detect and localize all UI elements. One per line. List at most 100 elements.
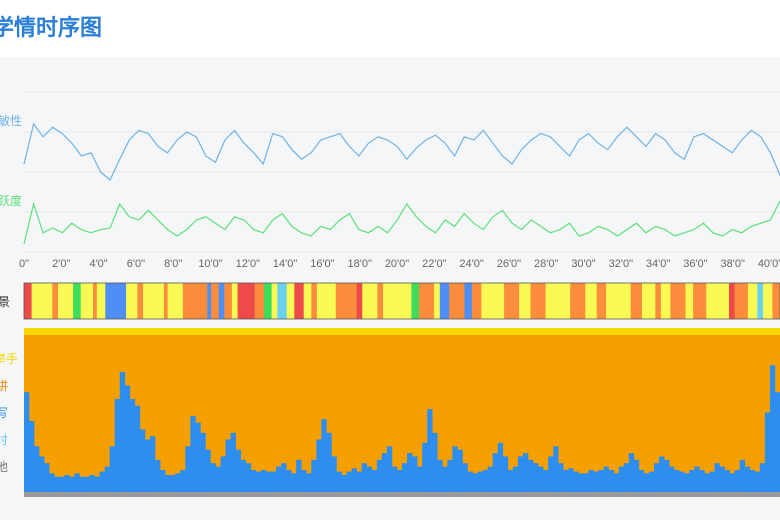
behavior-label-0: 举手 — [0, 352, 18, 366]
area-blue-bar — [89, 475, 95, 497]
behavior-label-1: 讲 — [0, 378, 8, 393]
heat-segment — [377, 283, 384, 319]
area-blue-bar — [220, 456, 226, 497]
heat-segment — [670, 283, 686, 319]
heat-segment — [693, 283, 707, 319]
heat-segment — [211, 283, 220, 319]
x-tick-label: 34'0" — [646, 258, 670, 270]
heat-segment — [137, 283, 144, 319]
heat-segment — [356, 283, 363, 319]
heat-segment — [464, 283, 473, 319]
x-tick-label: 4'0" — [89, 258, 107, 270]
heat-segment — [335, 283, 357, 319]
area-top-layer — [24, 328, 780, 335]
area-blue-bar — [754, 471, 761, 497]
area-blue-bar — [558, 463, 564, 497]
heat-segment — [105, 283, 127, 319]
area-blue-bar — [321, 419, 327, 497]
heat-segment — [545, 283, 571, 319]
area-blue-bar — [104, 466, 110, 497]
area-blue-bar — [684, 473, 690, 497]
area-blue-bar — [462, 463, 468, 497]
area-blue-bar — [543, 470, 549, 497]
heat-segment — [218, 283, 225, 319]
series-line-0 — [23, 122, 780, 181]
area-blue-bar — [195, 422, 201, 497]
area-blue-bar — [64, 475, 70, 497]
area-blue-bar — [39, 456, 45, 497]
area-blue-bar — [34, 446, 40, 497]
area-blue-bar — [674, 470, 680, 497]
x-tick-label: 30'0" — [571, 258, 595, 270]
area-blue-bar — [533, 463, 539, 497]
x-tick-label: 8'0" — [164, 258, 182, 270]
area-blue-bar — [346, 471, 352, 497]
x-tick-label: 38'0" — [721, 258, 745, 270]
area-blue-bar — [512, 466, 519, 497]
area-blue-bar — [396, 470, 403, 497]
heat-segment — [685, 283, 694, 319]
area-blue-bar — [638, 470, 645, 497]
area-blue-bar — [200, 432, 206, 497]
x-tick-label: 16'0" — [310, 258, 334, 270]
area-blue-bar — [114, 399, 121, 497]
area-blue-bar — [391, 466, 398, 497]
heat-segment — [271, 283, 278, 319]
heat-segment — [763, 283, 773, 319]
area-blue-bar — [69, 476, 75, 497]
area-blue-bar — [417, 466, 423, 497]
area-blue-bar — [265, 471, 272, 497]
area-blue-bar — [402, 463, 408, 497]
area-blue-bar — [744, 466, 751, 497]
area-blue-bar — [507, 470, 514, 497]
heat-segment — [264, 283, 272, 319]
series-label-1: 跃度 — [0, 193, 22, 208]
area-blue-bar — [699, 470, 705, 497]
area-blue-bar — [613, 473, 620, 497]
area-blue-bar — [124, 385, 131, 497]
area-blue-bar — [669, 466, 675, 497]
area-blue-bar — [659, 456, 665, 497]
area-blue-bar — [492, 453, 499, 497]
heat-segment — [419, 283, 435, 319]
area-blue-bar — [99, 471, 105, 497]
area-blue-bar — [170, 475, 176, 497]
series-label-0: 敏性 — [0, 113, 22, 128]
area-blue-bar — [437, 459, 443, 497]
area-blue-bar — [573, 471, 579, 497]
heat-segment — [80, 283, 94, 319]
heat-segment — [660, 283, 671, 319]
series-line-1 — [23, 200, 780, 245]
area-blue-bar — [764, 412, 771, 497]
heat-segment — [303, 283, 312, 319]
heat-segment — [439, 283, 450, 319]
area-blue-bar — [44, 463, 50, 497]
area-blue-bar — [769, 365, 776, 497]
area-blue-bar — [497, 442, 504, 497]
x-tick-label: 0" — [19, 258, 29, 270]
heat-segment — [519, 283, 531, 319]
behavior-label-3: 讨 — [0, 433, 8, 447]
area-blue-bar — [502, 456, 509, 497]
heat-segment — [96, 283, 106, 319]
heat-segment — [207, 283, 212, 319]
heat-segment — [143, 283, 165, 319]
area-blue-bar — [215, 466, 221, 497]
area-blue-bar — [175, 473, 181, 497]
area-blue-bar — [412, 456, 418, 497]
area-blue-bar — [704, 473, 710, 497]
area-blue-bar — [376, 459, 383, 497]
x-axis-ticks: 0" 2'0" 4'0" 6'0" 8'0" 10'0" 12'0" 14'0" 16'0" 18… — [19, 258, 780, 270]
area-blue-bar — [548, 456, 554, 497]
area-blue-bar — [482, 470, 488, 497]
heat-segment — [311, 283, 318, 319]
heat-segment — [24, 283, 32, 319]
area-blue-bar — [603, 466, 609, 497]
heat-segment — [316, 283, 337, 319]
heat-segment — [596, 283, 607, 319]
heat-segment — [383, 283, 412, 319]
area-blue-bar — [709, 471, 715, 497]
area-blue-bar — [734, 470, 740, 497]
scene-heat-strip: 景 — [0, 282, 780, 320]
